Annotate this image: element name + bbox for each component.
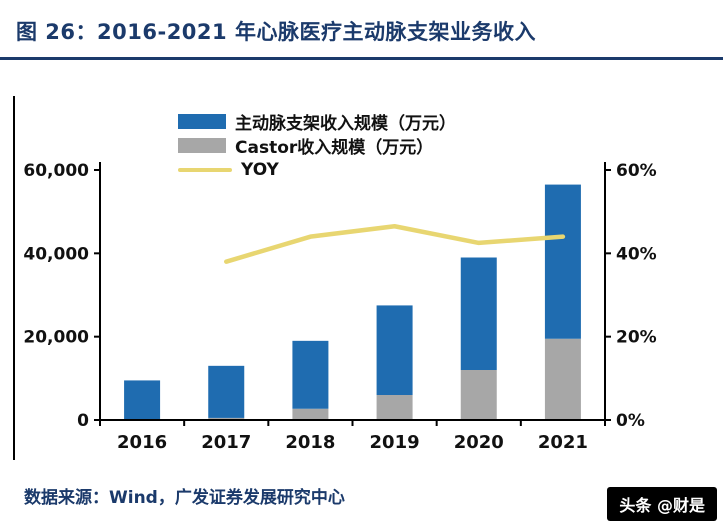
- bars-group: [124, 184, 581, 420]
- bar-segment-castor: [292, 408, 329, 420]
- right-axis-tick-label: 40%: [616, 244, 657, 264]
- x-axis-category-label: 2016: [117, 432, 167, 453]
- bar-segment-stent: [544, 184, 581, 339]
- left-axis-tick-label: 40,000: [23, 244, 89, 264]
- bar-segment-castor: [208, 417, 245, 420]
- bar-segment-castor: [460, 370, 497, 420]
- bar-swatch-blue-icon: [178, 114, 226, 129]
- bar-segment-stent: [208, 365, 245, 418]
- left-axis-tick-label: 60,000: [23, 161, 89, 181]
- x-axis-category-label: 2020: [454, 432, 504, 453]
- x-axis-category-label: 2019: [370, 432, 420, 453]
- chart-left-border: [13, 96, 15, 460]
- x-axis-category-label: 2018: [285, 432, 335, 453]
- legend-item-castor: Castor收入规模（万元）: [178, 136, 456, 158]
- bar-segment-stent: [292, 340, 329, 409]
- right-axis-tick-label: 60%: [616, 161, 657, 181]
- left-axis-tick-label: 0: [77, 411, 89, 431]
- axes-group: 0 20,000 40,000 60,000 0% 20% 40% 60% 2016 2017 20…: [23, 161, 656, 453]
- title-divider: [0, 57, 723, 60]
- right-axis-tick-label: 0%: [616, 411, 645, 431]
- data-source: 数据来源：Wind，广发证券发展研究中心: [24, 488, 345, 508]
- bar-segment-castor: [544, 338, 581, 420]
- legend-item-yoy: YOY: [178, 159, 456, 180]
- yoy-line: [224, 224, 566, 264]
- bar-segment-stent: [376, 305, 413, 395]
- chart-legend: 主动脉支架收入规模（万元） Castor收入规模（万元） YOY: [178, 112, 456, 180]
- right-axis-tick-label: 20%: [616, 328, 657, 348]
- watermark-badge: 头条 @财是: [607, 487, 717, 521]
- legend-item-stent: 主动脉支架收入规模（万元）: [178, 112, 456, 134]
- x-axis-category-label: 2017: [201, 432, 251, 453]
- bar-segment-stent: [460, 257, 497, 370]
- legend-label-castor: Castor收入规模（万元）: [235, 138, 434, 158]
- bar-segment-stent: [124, 380, 161, 420]
- line-swatch-yellow-icon: [178, 167, 232, 172]
- legend-label-stent: 主动脉支架收入规模（万元）: [235, 114, 456, 134]
- bar-swatch-gray-icon: [178, 138, 226, 153]
- left-axis-tick-label: 20,000: [23, 328, 89, 348]
- legend-label-yoy: YOY: [241, 159, 279, 180]
- figure-title: 图 26：2016-2021 年心脉医疗主动脉支架业务收入: [16, 20, 536, 44]
- bar-segment-castor: [376, 395, 413, 420]
- x-axis-category-label: 2021: [538, 432, 588, 453]
